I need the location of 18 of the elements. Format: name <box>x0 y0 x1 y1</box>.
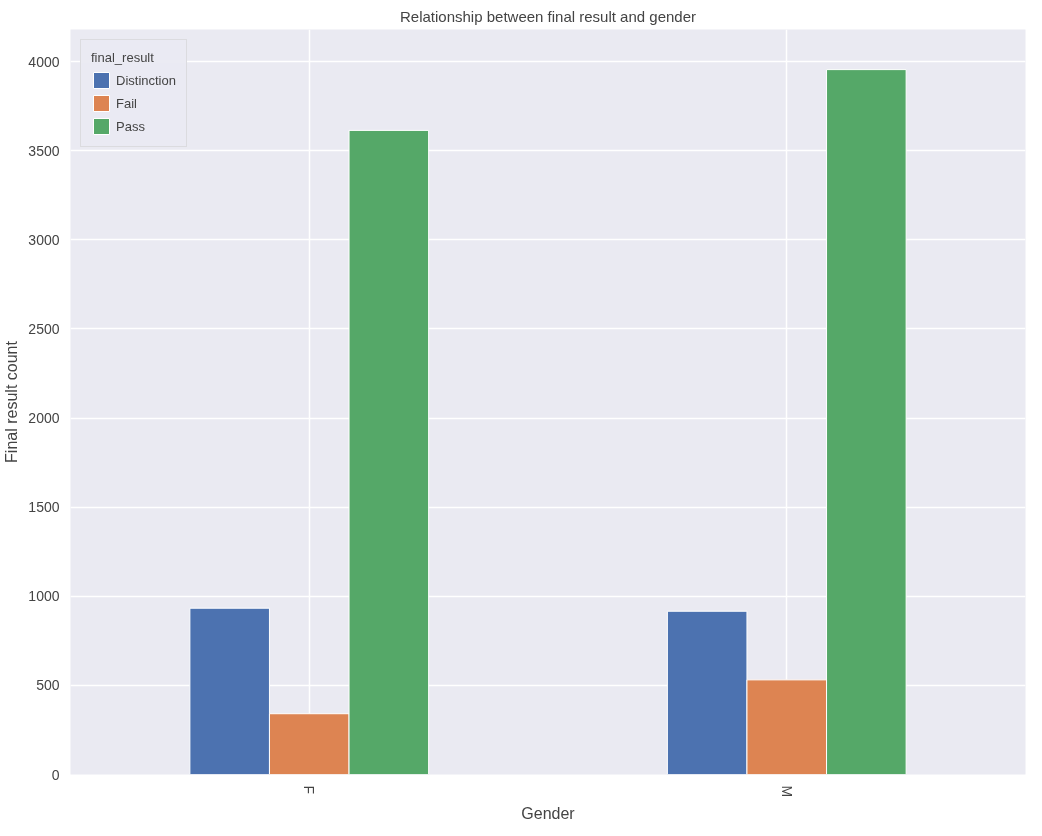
x-axis-title: Gender <box>521 805 576 823</box>
y-tick-label: 1500 <box>28 499 60 516</box>
y-tick-label: 2500 <box>28 320 60 337</box>
legend-label: Fail <box>116 95 137 111</box>
chart-title: Relationship between final result and gender <box>399 7 697 25</box>
y-tick-label: 4000 <box>28 53 60 70</box>
x-tick-label: M <box>778 785 795 798</box>
y-tick-label: 1000 <box>28 588 60 605</box>
x-tick-label: F <box>301 785 318 795</box>
y-tick-label: 3500 <box>28 142 60 159</box>
y-tick-label: 500 <box>36 677 60 694</box>
legend-label: Distinction <box>116 72 176 88</box>
legend-title: final_result <box>91 50 155 65</box>
y-tick-label: 0 <box>51 766 60 783</box>
legend-label: Pass <box>116 118 145 134</box>
y-tick-label: 2000 <box>28 410 60 427</box>
y-axis-title: Final result count <box>3 340 21 463</box>
y-tick-label: 3000 <box>28 231 60 248</box>
